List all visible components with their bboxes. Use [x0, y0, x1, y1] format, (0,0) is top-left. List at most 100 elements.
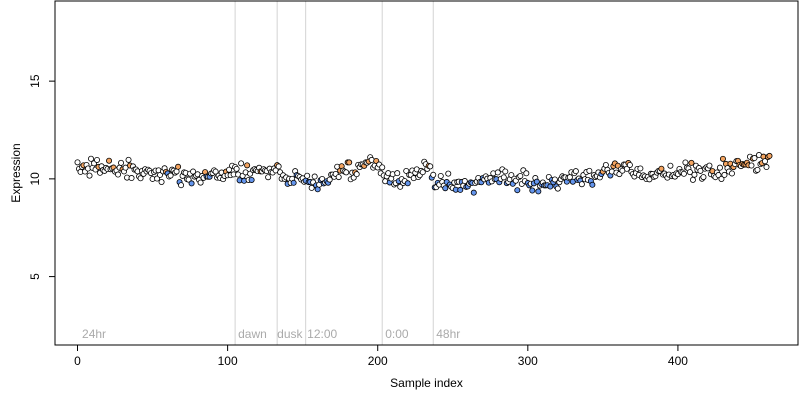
data-point	[763, 164, 770, 171]
data-point	[178, 182, 185, 189]
x-tick-label: 100	[218, 354, 238, 368]
data-point	[404, 180, 411, 187]
data-point	[94, 156, 101, 163]
y-tick-label: 5	[28, 273, 42, 280]
data-point	[212, 168, 219, 175]
data-point	[700, 174, 707, 181]
data-point	[238, 160, 245, 167]
data-point	[442, 185, 449, 192]
data-point	[761, 158, 768, 165]
data-point	[226, 166, 233, 173]
data-point	[427, 163, 434, 170]
data-point	[667, 162, 674, 169]
data-point	[88, 155, 95, 162]
x-tick-label: 400	[668, 354, 688, 368]
data-point	[637, 165, 644, 172]
data-point	[118, 159, 125, 166]
data-point	[646, 176, 653, 183]
data-point	[589, 181, 596, 188]
y-axis: 5 10 15	[28, 74, 56, 280]
data-point	[658, 165, 665, 172]
region-label: 12:00	[307, 327, 337, 341]
x-axis: 0 100 200 300 400	[74, 344, 688, 368]
data-point	[461, 178, 468, 185]
y-tick-label: 10	[28, 172, 42, 186]
data-point	[551, 176, 558, 183]
data-point	[353, 171, 360, 178]
data-point	[437, 172, 444, 179]
y-axis-title: Expression	[9, 143, 23, 202]
data-point	[115, 171, 122, 178]
data-point	[197, 179, 204, 186]
data-point	[719, 155, 726, 162]
data-point	[554, 185, 561, 192]
data-point	[748, 162, 755, 169]
data-point	[290, 179, 297, 186]
data-point	[626, 161, 633, 168]
data-point	[691, 171, 698, 178]
data-point	[167, 172, 174, 179]
region-label: 24hr	[82, 327, 106, 341]
data-point	[682, 159, 689, 166]
data-point	[547, 183, 554, 190]
data-point	[233, 165, 240, 172]
data-point	[74, 159, 81, 166]
data-point	[578, 181, 585, 188]
x-axis-title: Sample index	[390, 376, 463, 390]
data-point	[343, 169, 350, 176]
data-point	[379, 164, 386, 171]
data-point	[403, 167, 410, 174]
data-point	[308, 184, 315, 191]
data-point	[188, 180, 195, 187]
x-tick-label: 0	[74, 354, 81, 368]
data-point	[502, 168, 509, 175]
data-point	[244, 162, 251, 169]
data-point	[430, 171, 437, 178]
data-point	[265, 174, 272, 181]
data-point	[686, 169, 693, 176]
data-point	[716, 164, 723, 171]
data-point	[397, 183, 404, 190]
region-label: 0:00	[385, 327, 409, 341]
data-point	[766, 152, 773, 159]
data-point	[586, 167, 593, 174]
data-point	[718, 175, 725, 182]
x-tick-label: 300	[518, 354, 538, 368]
data-point	[86, 172, 93, 179]
data-point	[445, 170, 452, 177]
data-point	[137, 175, 144, 182]
data-point	[158, 178, 165, 185]
data-point	[106, 157, 113, 164]
region-label-layer: 24hr dawn dusk 12:00 0:00 48hr	[82, 327, 460, 341]
data-point	[623, 165, 630, 172]
data-point	[680, 170, 687, 177]
data-point	[751, 155, 758, 162]
x-tick-label: 200	[368, 354, 388, 368]
data-point	[470, 189, 477, 196]
data-point	[457, 186, 464, 193]
data-point	[728, 170, 735, 177]
data-point	[311, 173, 318, 180]
data-point	[128, 175, 135, 182]
data-point	[275, 163, 282, 170]
data-point	[304, 172, 311, 179]
data-point	[754, 166, 761, 173]
data-point	[572, 168, 579, 175]
data-point	[248, 176, 255, 183]
data-point	[335, 174, 342, 181]
data-point	[529, 187, 536, 194]
data-point	[715, 172, 722, 179]
data-point	[514, 187, 521, 194]
data-point	[523, 170, 530, 177]
data-point	[394, 170, 401, 177]
region-label: 48hr	[436, 327, 460, 341]
data-point	[419, 169, 426, 176]
data-point	[175, 163, 182, 170]
data-point	[689, 176, 696, 183]
data-point	[535, 188, 542, 195]
data-point	[346, 159, 353, 166]
data-point	[517, 172, 524, 179]
data-point	[500, 174, 507, 181]
